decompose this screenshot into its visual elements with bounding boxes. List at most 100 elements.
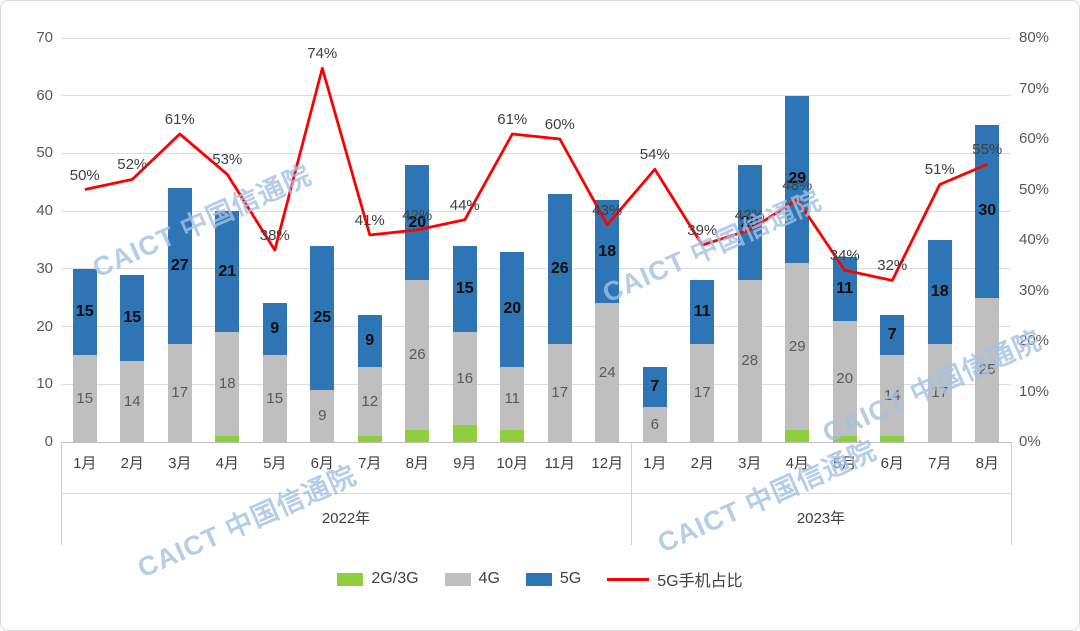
- x-axis-month-label: 4月: [785, 455, 809, 472]
- legend: 2G/3G 4G 5G 5G手机占比: [1, 567, 1079, 591]
- legend-item-5g-share: 5G手机占比: [607, 567, 743, 591]
- right-axis-tick: 50%: [1019, 180, 1050, 198]
- x-axis-month-label: 8月: [405, 455, 429, 472]
- x-axis-month-label: 5月: [263, 455, 287, 472]
- x-axis-month-label: 3月: [168, 455, 192, 472]
- bar-segment-4g: [927, 343, 952, 442]
- bar-segment-4g: [547, 343, 572, 442]
- bar-segment-5g: [262, 303, 287, 356]
- bar-segment-4g: [120, 361, 145, 442]
- bar-value-label: 30: [978, 202, 997, 220]
- line-value-label: 55%: [972, 141, 1003, 159]
- axis-separator: [630, 442, 632, 545]
- bar-segment-2g3g: [880, 436, 905, 442]
- bar-segment-4g: [72, 355, 97, 442]
- right-axis-tick: 70%: [1019, 79, 1050, 97]
- bar-value-label: 17: [693, 383, 711, 401]
- bar-segment-4g: [785, 263, 810, 431]
- right-axis-tick: 60%: [1019, 130, 1050, 147]
- bar-segment-5g: [975, 124, 1000, 298]
- bar-value-label: 11: [836, 280, 854, 298]
- bar-segment-5g: [785, 95, 810, 264]
- line-value-label: 61%: [497, 110, 528, 128]
- bar-segment-4g: [500, 366, 525, 431]
- x-axis-month-label: 10月: [496, 455, 529, 472]
- legend-swatch-5g-share-icon: [607, 577, 650, 581]
- bar-segment-2g3g: [832, 436, 857, 442]
- bar-value-label: 20: [836, 369, 854, 387]
- x-axis-month-label: 1月: [73, 455, 97, 472]
- left-axis-tick: 50: [36, 144, 53, 162]
- x-axis-month-label: 11月: [544, 455, 576, 472]
- x-axis-month-label: 7月: [928, 455, 952, 472]
- legend-label-2g3g: 2G/3G: [371, 570, 419, 587]
- plot-area: 15 15 14 15 17 27 18 21 15 9 9 25 12 9 26 20 16 15 11 20 17 2…: [61, 37, 1011, 443]
- legend-label-5g-share: 5G手机占比: [657, 573, 743, 590]
- line-value-label: 48%: [782, 176, 813, 194]
- line-value-label: 52%: [117, 156, 148, 174]
- legend-item-5g: 5G: [525, 570, 581, 588]
- bar-value-label: 27: [170, 256, 189, 274]
- x-axis-month-label: 4月: [215, 455, 239, 472]
- gridline: [61, 37, 1011, 39]
- bar-segment-5g: [310, 245, 335, 391]
- bar-value-label: 29: [788, 170, 807, 188]
- bar-segment-5g: [500, 251, 525, 367]
- bar-value-label: 17: [551, 383, 569, 401]
- bar-value-label: 11: [693, 303, 711, 321]
- bar-value-label: 15: [123, 308, 142, 326]
- left-axis-tick: 20: [36, 317, 53, 335]
- watermark: CAICT 中国信通院: [653, 435, 881, 559]
- left-axis-tick: 0: [44, 433, 53, 450]
- axis-separator: [60, 442, 62, 545]
- bar-value-label: 25: [978, 360, 996, 378]
- bar-value-label: 28: [741, 352, 759, 370]
- x-axis-year-label: 2022年: [321, 510, 371, 527]
- bar-value-label: 18: [930, 282, 949, 300]
- bar-value-label: 16: [456, 369, 474, 387]
- left-axis-tick: 40: [36, 202, 53, 220]
- bar-value-label: 17: [171, 383, 189, 401]
- right-axis-tick: 30%: [1019, 281, 1050, 299]
- bar-value-label: 29: [788, 337, 806, 355]
- legend-swatch-4g-icon: [444, 572, 471, 586]
- bar-segment-5g: [642, 366, 667, 408]
- bar-segment-5g: [927, 240, 952, 344]
- bar-segment-5g: [690, 280, 715, 344]
- legend-label-4g: 4G: [478, 570, 500, 587]
- line-value-label: 43%: [592, 201, 623, 219]
- line-value-label: 44%: [449, 196, 480, 214]
- x-axis-month-label: 12月: [591, 455, 624, 472]
- line-value-label: 42%: [402, 206, 433, 224]
- x-axis-month-label: 2月: [120, 455, 144, 472]
- bar-segment-2g3g: [405, 430, 430, 442]
- bar-segment-5g: [737, 164, 762, 281]
- bar-value-label: 25: [313, 308, 332, 326]
- bar-segment-4g: [690, 343, 715, 442]
- legend-item-2g3g: 2G/3G: [337, 570, 419, 588]
- x-axis-year-label: 2023年: [796, 510, 846, 527]
- x-axis-month-label: 5月: [833, 455, 857, 472]
- gridline: [61, 95, 1011, 97]
- x-axis-month-label: 6月: [880, 455, 904, 472]
- bar-segment-2g3g: [452, 424, 477, 442]
- line-5g-share: [84, 66, 988, 282]
- x-axis-month-label: 6月: [310, 455, 334, 472]
- bar-value-label: 18: [598, 242, 617, 260]
- bar-value-label: 15: [455, 280, 474, 298]
- line-value-label: 32%: [877, 257, 908, 275]
- line-value-label: 51%: [924, 161, 955, 179]
- line-value-label: 38%: [259, 227, 290, 245]
- bar-value-label: 26: [550, 259, 569, 277]
- bar-value-label: 15: [75, 303, 94, 321]
- left-axis-tick: 60: [36, 86, 53, 104]
- x-axis-month-label: 9月: [453, 455, 477, 472]
- bar-segment-5g: [547, 193, 572, 344]
- bar-value-label: 14: [883, 386, 901, 404]
- line-value-label: 42%: [734, 206, 765, 224]
- bar-segment-4g: [880, 355, 905, 437]
- bar-segment-2g3g: [500, 430, 525, 442]
- bar-value-label: 15: [76, 389, 94, 407]
- bar-segment-5g: [452, 245, 477, 333]
